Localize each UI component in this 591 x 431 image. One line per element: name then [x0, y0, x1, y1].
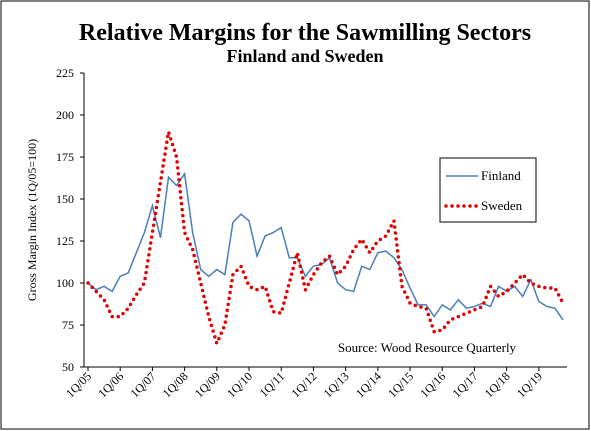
legend-box: [439, 157, 537, 223]
y-tick-label: 175: [56, 150, 74, 164]
annotation: Source: Wood Resource Quarterly: [338, 340, 517, 355]
y-tick-label: 150: [56, 192, 74, 206]
y-tick-label: 200: [56, 108, 74, 122]
y-tick-label: 50: [62, 360, 74, 374]
y-tick-label: 125: [56, 234, 74, 248]
y-axis-label: Gross Margin Index (1Q/05=100): [25, 139, 39, 301]
series-line: [86, 131, 565, 349]
y-tick-label: 100: [56, 276, 74, 290]
legend-label: Sweden: [481, 198, 523, 213]
y-tick-label: 75: [62, 318, 74, 332]
y-tick-label: 225: [56, 66, 74, 80]
legend-label: Finland: [481, 168, 521, 183]
chart-subtitle: Finland and Sweden: [226, 46, 383, 66]
chart-title: Relative Margins for the Sawmilling Sect…: [79, 20, 531, 46]
